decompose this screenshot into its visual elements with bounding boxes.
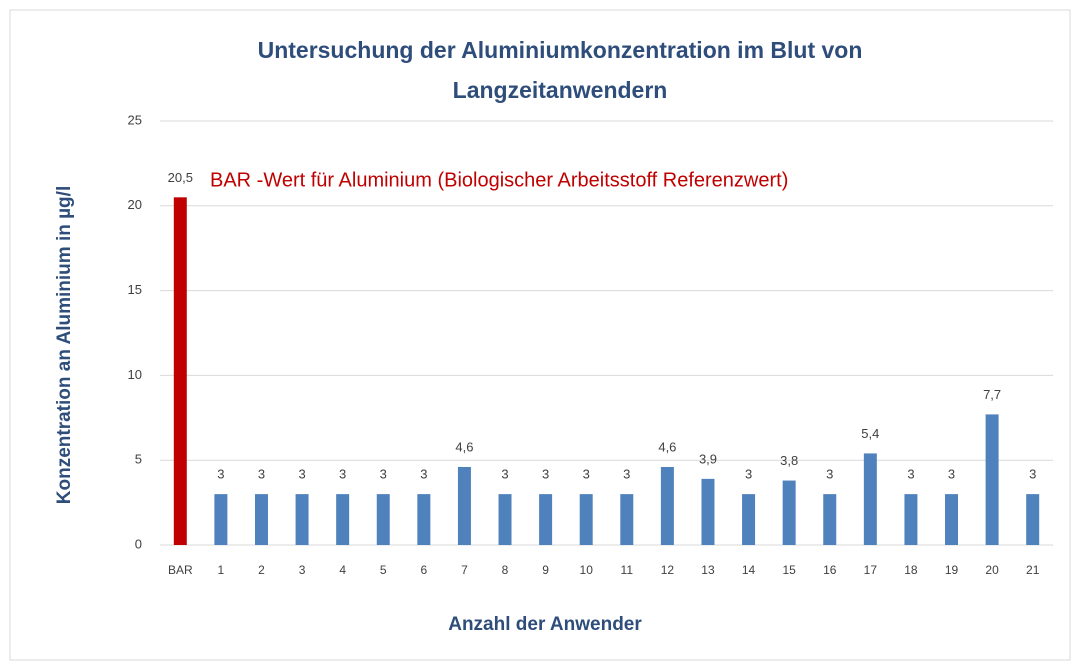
y-tick-label: 0: [135, 536, 142, 551]
bar: [336, 494, 350, 545]
bar: [579, 494, 593, 545]
bar: [782, 480, 796, 545]
bar: [985, 414, 999, 545]
y-axis-title: Konzentration an Aluminium in µg/l: [54, 186, 75, 504]
bar: [295, 494, 309, 545]
data-label: 3: [258, 467, 265, 482]
data-label: 3: [745, 467, 752, 482]
data-label: 5,4: [861, 426, 879, 441]
bar: [742, 494, 756, 545]
bar: [539, 494, 553, 545]
bar: [660, 466, 674, 545]
chart-title: Langzeitanwendern: [453, 77, 668, 103]
data-label: 3,8: [780, 453, 798, 468]
y-tick-label: 20: [128, 197, 142, 212]
x-tick-label: 7: [461, 563, 468, 577]
bar: [945, 494, 959, 545]
chart-border: [9, 9, 1071, 661]
data-label: 3: [420, 467, 427, 482]
x-tick-label: 3: [299, 563, 306, 577]
data-label: 3: [1029, 467, 1036, 482]
y-tick-label: 25: [128, 112, 142, 127]
data-label: 3: [907, 467, 914, 482]
y-tick-label: 10: [128, 367, 142, 382]
data-label: 20,5: [168, 170, 193, 185]
x-tick-label: 11: [621, 563, 634, 577]
bar: [376, 494, 390, 545]
x-tick-label: 4: [339, 563, 346, 577]
x-tick-label: 9: [542, 563, 549, 577]
data-label: 3: [623, 467, 630, 482]
y-tick-label: 5: [135, 452, 142, 467]
data-label: 3: [948, 467, 955, 482]
bar: [457, 466, 471, 545]
x-tick-label: 8: [502, 563, 509, 577]
x-tick-label: 2: [258, 563, 265, 577]
bar: [417, 494, 431, 545]
data-label: 3: [380, 467, 387, 482]
x-tick-label: 17: [864, 563, 878, 577]
bar: [1026, 494, 1040, 545]
bar: [701, 478, 715, 545]
data-label: 3: [298, 467, 305, 482]
x-tick-label: 19: [945, 563, 959, 577]
chart-title: Untersuchung der Aluminiumkonzentration …: [258, 37, 863, 63]
data-label: 3: [501, 467, 508, 482]
bar: [863, 453, 877, 545]
bar: [823, 494, 837, 545]
data-label: 3: [826, 467, 833, 482]
x-tick-label: 10: [580, 563, 594, 577]
annotation: BAR -Wert für Aluminium (Biologischer Ar…: [210, 169, 788, 191]
x-tick-label: 1: [218, 563, 225, 577]
x-tick-label: 13: [701, 563, 715, 577]
x-tick-label: 18: [904, 563, 918, 577]
data-label: 3,9: [699, 451, 717, 466]
data-label: 3: [339, 467, 346, 482]
x-tick-label: 12: [661, 563, 675, 577]
data-label: 4,6: [455, 439, 473, 454]
x-axis-title: Anzahl der Anwender: [448, 614, 642, 635]
bar: [904, 494, 918, 545]
bar: [620, 494, 634, 545]
x-tick-label: BAR: [168, 563, 193, 577]
x-tick-label: 21: [1026, 563, 1040, 577]
y-tick-label: 15: [128, 282, 142, 297]
x-tick-label: 14: [742, 563, 756, 577]
bar: [214, 494, 228, 545]
data-label: 7,7: [983, 387, 1001, 402]
data-label: 4,6: [658, 439, 676, 454]
data-label: 3: [542, 467, 549, 482]
data-label: 3: [583, 467, 590, 482]
x-tick-label: 6: [420, 563, 427, 577]
x-tick-label: 20: [985, 563, 999, 577]
data-label: 3: [217, 467, 224, 482]
bar: [173, 197, 187, 545]
x-tick-label: 5: [380, 563, 387, 577]
bar: [254, 494, 268, 545]
x-tick-label: 15: [782, 563, 796, 577]
bar: [498, 494, 512, 545]
x-tick-label: 16: [823, 563, 837, 577]
